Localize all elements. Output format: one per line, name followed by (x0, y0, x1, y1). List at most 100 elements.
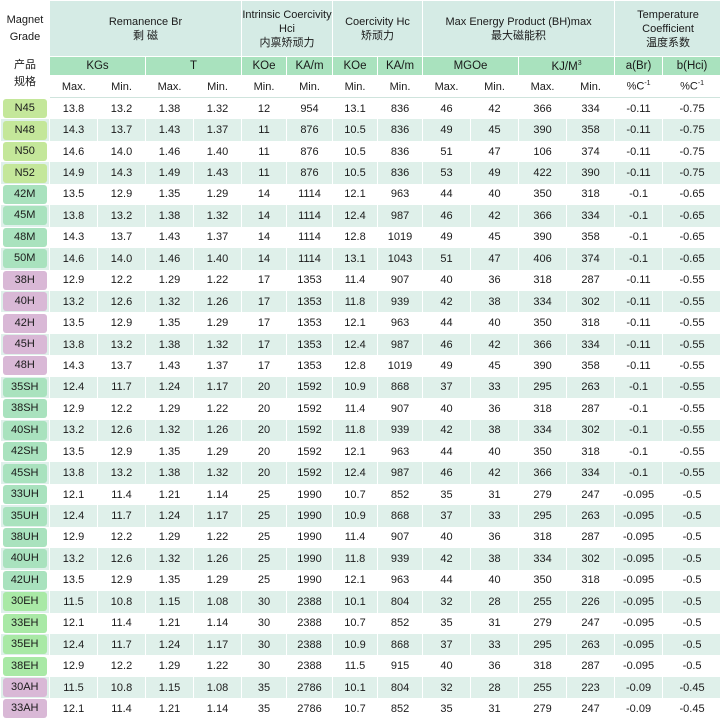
grade-badge: 40H (2, 292, 47, 312)
value-cell: 852 (377, 698, 424, 720)
value-cell: 358 (566, 355, 616, 377)
table-row: N52 14.9 14.3 1.49 1.43 11 876 10.5 836 53 49 422 39… (0, 162, 720, 184)
value-cell: 287 (566, 526, 616, 549)
value-cell: 1.24 (145, 376, 194, 399)
value-cell: -0.095 (614, 505, 664, 527)
grade-badge: 42M (2, 184, 47, 204)
value-cell: 1.21 (145, 483, 194, 506)
value-cell: 11.4 (332, 269, 378, 291)
value-cell: 2786 (286, 676, 333, 699)
value-cell: 334 (518, 419, 568, 441)
value-cell: 17 (241, 355, 287, 377)
remanence-header-cn: 剩 磁 (132, 29, 159, 42)
value-cell: 1.15 (145, 676, 194, 699)
value-cell: -0.75 (662, 97, 720, 120)
value-cell: 30 (241, 655, 287, 677)
grade-cell: 42UH (0, 569, 50, 592)
value-cell: 25 (241, 548, 287, 570)
value-cell: 12.1 (49, 483, 98, 506)
grade-badge: 35UH (2, 506, 47, 526)
value-cell: -0.55 (662, 312, 720, 334)
unit-kam-hc: KA/m (376, 56, 424, 76)
value-cell: 14 (241, 183, 287, 206)
value-cell: 13.2 (97, 333, 146, 356)
value-cell: 255 (518, 591, 568, 613)
value-cell: 1.37 (193, 119, 242, 141)
value-cell: 38 (470, 419, 520, 441)
value-cell: 40 (422, 398, 472, 420)
value-cell: -0.11 (614, 162, 664, 184)
value-cell: -0.75 (662, 140, 720, 163)
value-cell: 836 (377, 119, 424, 141)
value-cell: 12.1 (332, 441, 378, 463)
value-cell: 20 (241, 462, 287, 484)
value-cell: 318 (518, 269, 568, 291)
value-cell: 374 (566, 248, 616, 270)
value-cell: 12.9 (49, 655, 98, 677)
value-cell: 47 (470, 248, 520, 270)
value-cell: 13.5 (49, 441, 98, 463)
value-cell: 1.32 (145, 419, 194, 441)
value-cell: 876 (286, 119, 333, 141)
value-cell: -0.11 (614, 355, 664, 377)
value-cell: 318 (566, 441, 616, 463)
grade-cell: 35SH (0, 376, 50, 399)
grade-cell: 38SH (0, 398, 50, 420)
value-cell: 1.21 (145, 698, 194, 720)
value-cell: 1.35 (145, 441, 194, 463)
unit-kjm3-sup: 3 (577, 59, 582, 67)
grade-cell: N45 (0, 97, 50, 120)
value-cell: 1.14 (193, 483, 242, 506)
value-cell: -0.45 (662, 698, 720, 720)
value-cell: -0.5 (662, 633, 720, 656)
value-cell: 1.26 (193, 290, 242, 313)
value-cell: 318 (566, 312, 616, 334)
value-cell: 1.49 (145, 162, 194, 184)
grade-badge: N45 (2, 99, 47, 119)
value-cell: 13.1 (332, 97, 378, 120)
value-cell: 12.4 (332, 462, 378, 484)
value-cell: 36 (470, 526, 520, 549)
value-cell: -0.1 (614, 183, 664, 206)
value-cell: 14.3 (49, 226, 98, 249)
value-cell: 49 (422, 226, 472, 249)
value-cell: 51 (422, 248, 472, 270)
value-cell: 358 (566, 119, 616, 141)
value-cell: 40 (470, 312, 520, 334)
value-cell: 836 (377, 162, 424, 184)
value-cell: 44 (422, 312, 472, 334)
grade-cell: 35EH (0, 633, 50, 656)
grade-badge: 48M (2, 227, 47, 247)
value-cell: 11.4 (97, 698, 146, 720)
value-cell: 907 (377, 398, 424, 420)
value-cell: 1.21 (145, 612, 194, 634)
value-cell: 12 (241, 97, 287, 120)
value-cell: 1990 (286, 483, 333, 506)
energy-header-cn: 最大磁能积 (491, 29, 547, 42)
sub-max-kgs: Max. (49, 75, 98, 98)
value-cell: 954 (286, 97, 333, 120)
value-cell: -0.095 (614, 591, 664, 613)
value-cell: 1.29 (145, 269, 194, 291)
value-cell: 295 (518, 633, 568, 656)
value-cell: 12.6 (97, 548, 146, 570)
value-cell: 12.4 (332, 333, 378, 356)
value-cell: 47 (470, 140, 520, 163)
value-cell: 42 (470, 462, 520, 484)
value-cell: 12.4 (49, 505, 98, 527)
value-cell: 963 (377, 441, 424, 463)
value-cell: 13.2 (49, 419, 98, 441)
value-cell: 12.8 (332, 355, 378, 377)
value-cell: 14.0 (97, 248, 146, 270)
coercivity-header-cn: 矫顽力 (361, 29, 394, 42)
intrinsic-header: Intrinsic Coercivity Hci 内禀矫顽力 (241, 0, 333, 57)
sub-min-kam-hci: Min. (286, 75, 333, 98)
value-cell: 1114 (286, 205, 333, 227)
value-cell: 1.38 (145, 97, 194, 120)
grade-header: Magnet Grade (0, 0, 50, 57)
value-cell: 12.9 (49, 269, 98, 291)
value-cell: 1.26 (193, 419, 242, 441)
unit-koe-hci: KOe (241, 56, 287, 76)
value-cell: -0.1 (614, 462, 664, 484)
value-cell: -0.11 (614, 290, 664, 313)
